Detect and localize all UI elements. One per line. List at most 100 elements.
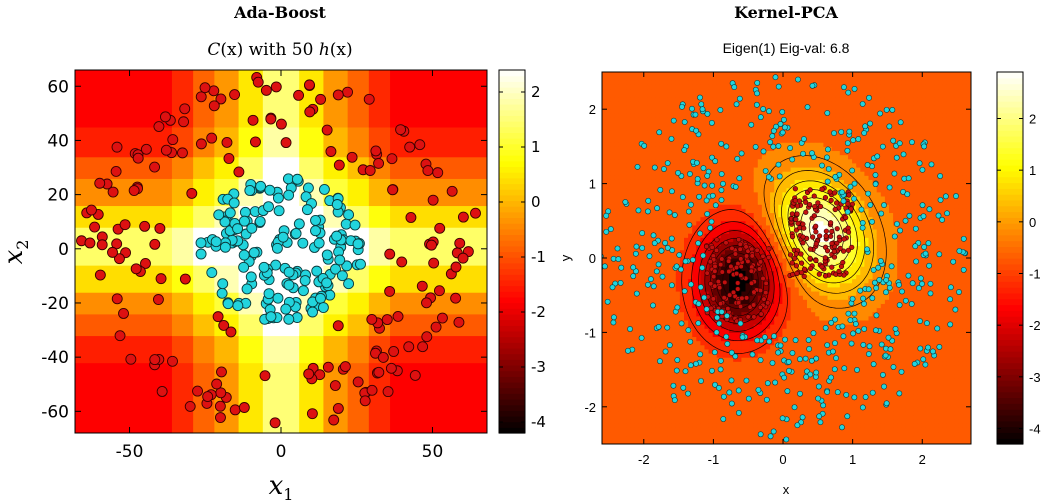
contour-cell (667, 158, 673, 164)
contour-cell (774, 336, 779, 342)
contour-cell (692, 196, 697, 201)
contour-cell (663, 353, 669, 358)
colorbar-swatch (499, 172, 525, 179)
contour-cell (753, 274, 759, 280)
colorbar-swatch (499, 81, 525, 88)
contour-cell (712, 233, 718, 238)
contour-cell (667, 134, 673, 139)
point-outer (303, 368, 315, 380)
contour-cell (602, 158, 607, 164)
contour-cell (757, 191, 763, 197)
contour-cell (647, 427, 652, 433)
contour-cell (794, 427, 800, 433)
contour-cell (712, 216, 718, 222)
contour-cell (782, 274, 787, 280)
contour-cell (622, 377, 628, 383)
contour-cell (733, 398, 738, 404)
contour-cell (610, 382, 615, 387)
contour-cell (712, 369, 718, 375)
contour-cell (729, 109, 734, 114)
contour-cell (688, 117, 693, 123)
contour-cell (700, 229, 705, 234)
contour-cell (696, 212, 701, 218)
contour-cell (610, 386, 615, 391)
contour-cell (659, 162, 664, 168)
contour-cell (667, 171, 673, 176)
heat-cell (262, 156, 300, 179)
contour-cell (766, 179, 771, 185)
contour-cell (688, 80, 693, 85)
contour-cell (708, 72, 714, 77)
contour-cell (663, 390, 669, 395)
contour-cell (602, 270, 607, 276)
contour-cell (778, 241, 783, 247)
contour-cell (614, 171, 619, 176)
contour-cell (725, 274, 730, 280)
contour-cell (757, 187, 763, 193)
contour-cell (704, 224, 710, 230)
contour-cell (618, 183, 623, 189)
contour-cell (704, 357, 710, 362)
contour-cell (692, 84, 697, 90)
contour-cell (647, 328, 652, 333)
heat-cell (299, 126, 325, 158)
contour-cell (638, 105, 644, 110)
contour-cell (651, 353, 656, 358)
contour-cell (798, 373, 804, 379)
contour-cell (749, 92, 755, 98)
contour-cell (634, 96, 640, 102)
contour-cell (757, 295, 763, 300)
contour-cell (630, 84, 636, 90)
contour-cell (671, 154, 677, 160)
contour-cell (622, 146, 628, 152)
contour-cell (737, 233, 742, 238)
contour-cell (786, 113, 792, 118)
contour-cell (737, 365, 742, 371)
contour-cell (614, 361, 619, 366)
contour-cell (782, 183, 787, 189)
contour-cell (761, 282, 767, 288)
contour-cell (741, 311, 746, 317)
contour-cell (675, 105, 681, 110)
contour-cell (692, 92, 697, 98)
contour-cell (602, 353, 607, 358)
contour-cell (643, 220, 648, 226)
contour-cell (634, 146, 640, 152)
contour-cell (688, 96, 693, 102)
point-outer (450, 292, 462, 304)
contour-cell (790, 382, 796, 387)
contour-cell (774, 249, 779, 255)
contour-cell (684, 212, 689, 218)
contour-cell (688, 162, 693, 168)
contour-cell (790, 332, 796, 338)
contour-cell (749, 162, 755, 168)
contour-cell (651, 158, 656, 164)
contour-cell (766, 125, 771, 131)
contour-cell (700, 88, 705, 94)
contour-cell (733, 348, 738, 354)
contour-cell (700, 200, 705, 205)
contour-cell (647, 435, 652, 441)
contour-cell (770, 125, 775, 131)
contour-cell (753, 431, 759, 437)
contour-cell (716, 183, 722, 189)
contour-cell (626, 167, 632, 172)
contour-cell (606, 80, 611, 85)
contour-cell (643, 266, 648, 271)
colorbar-swatch (499, 347, 525, 355)
contour-cell (638, 162, 644, 168)
contour-cell (622, 220, 628, 226)
contour-cell (684, 245, 689, 251)
contour-cell (684, 138, 689, 143)
contour-cell (708, 237, 714, 242)
contour-cell (602, 113, 607, 118)
contour-cell (798, 171, 804, 176)
contour-cell (655, 241, 660, 247)
contour-cell (659, 320, 664, 325)
contour-cell (634, 229, 640, 234)
contour-cell (684, 299, 689, 304)
contour-cell (725, 402, 730, 408)
contour-cell (622, 274, 628, 280)
contour-cell (606, 398, 611, 404)
colorbar-swatch (499, 251, 525, 258)
